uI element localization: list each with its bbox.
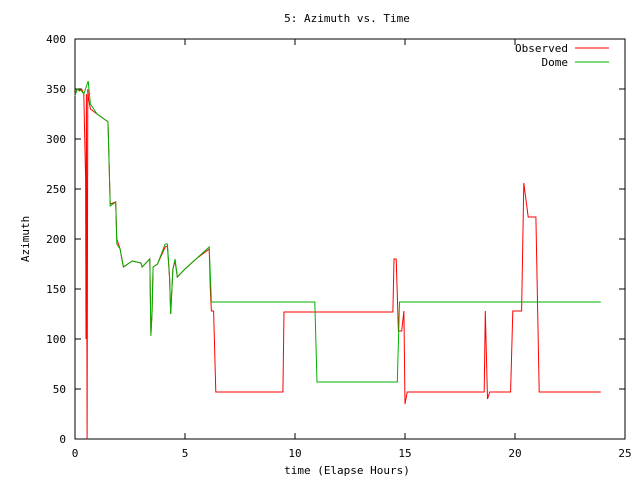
x-axis: 0 5 10 15 20 25 — [72, 39, 632, 460]
series-line-dome — [74, 80, 601, 383]
y-tick-label: 200 — [46, 233, 66, 246]
chart-title: 5: Azimuth vs. Time — [284, 12, 410, 25]
y-tick-label: 250 — [46, 183, 66, 196]
y-tick-label: 50 — [53, 383, 66, 396]
series-group — [74, 80, 601, 440]
x-tick-label: 0 — [72, 447, 79, 460]
x-tick-label: 10 — [288, 447, 301, 460]
y-tick-label: 150 — [46, 283, 66, 296]
x-axis-label: time (Elapse Hours) — [284, 464, 410, 477]
x-tick-label: 25 — [618, 447, 631, 460]
legend-label: Observed — [515, 42, 568, 55]
y-tick-label: 400 — [46, 33, 66, 46]
y-tick-label: 300 — [46, 133, 66, 146]
y-axis-label: Azimuth — [19, 216, 32, 262]
y-tick-label: 0 — [59, 433, 66, 446]
y-tick-label: 100 — [46, 333, 66, 346]
plot-frame — [74, 38, 626, 440]
x-tick-label: 15 — [398, 447, 411, 460]
x-tick-label: 5 — [182, 447, 189, 460]
y-axis: 0 50 100 150 200 250 300 350 400 — [46, 33, 625, 446]
y-tick-label: 350 — [46, 83, 66, 96]
legend-label: Dome — [542, 56, 569, 69]
series-line-observed — [74, 88, 601, 440]
x-tick-label: 20 — [508, 447, 521, 460]
